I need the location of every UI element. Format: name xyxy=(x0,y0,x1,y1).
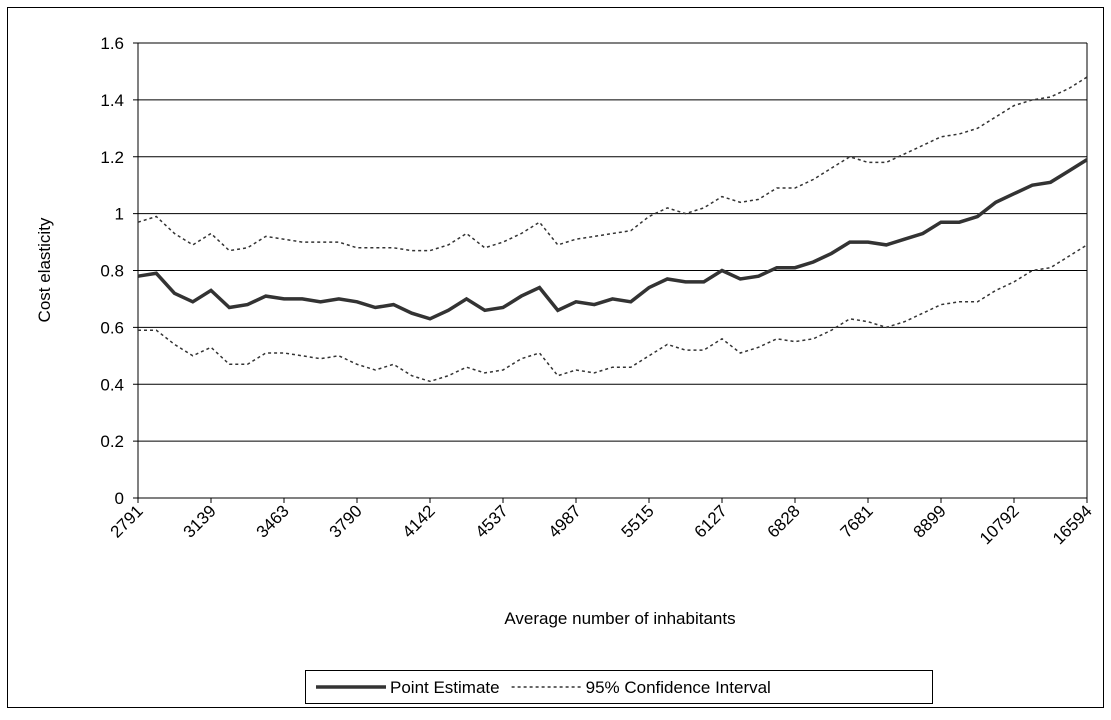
legend-label: Point Estimate xyxy=(390,678,500,697)
y-tick-label: 1 xyxy=(115,205,124,224)
y-tick-label: 0.8 xyxy=(100,262,124,281)
y-tick-label: 1.2 xyxy=(100,148,124,167)
y-tick-label: 0.6 xyxy=(100,318,124,337)
line-values xyxy=(137,158,1088,321)
legend-label: 95% Confidence Interval xyxy=(586,678,771,697)
y-axis-title: Cost elasticity xyxy=(35,217,54,322)
x-axis-title: Average number of inhabitants xyxy=(504,609,735,628)
y-tick-label: 0.2 xyxy=(100,432,124,451)
y-tick-label: 1.4 xyxy=(100,91,124,110)
y-tick-label: 1.6 xyxy=(100,34,124,53)
legend-box xyxy=(305,670,933,704)
line-lower xyxy=(138,244,1088,383)
line-upper xyxy=(137,76,1088,252)
y-tick-label: 0.4 xyxy=(100,375,124,394)
chart-border xyxy=(7,7,1104,708)
y-tick-label: 0 xyxy=(115,489,124,508)
